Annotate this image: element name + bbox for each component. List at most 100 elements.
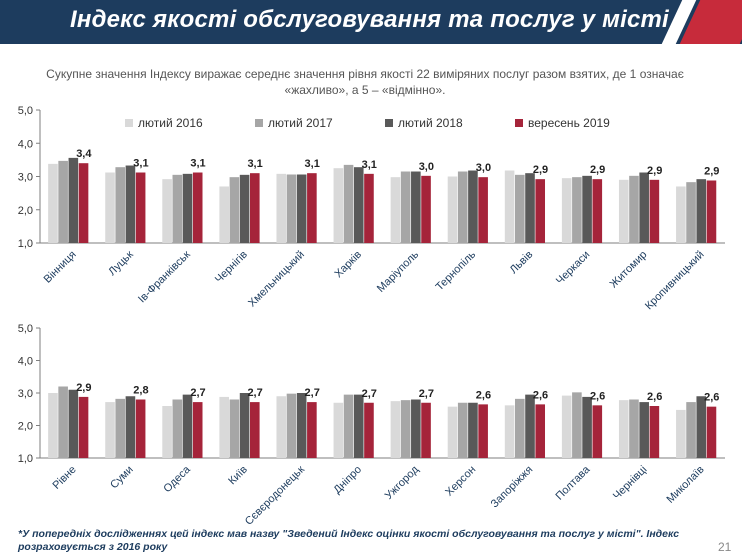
y-tick-label: 3,0: [18, 172, 33, 184]
bar-series2: [353, 394, 364, 458]
bar-series0: [504, 170, 515, 243]
bar-series2: [353, 167, 364, 243]
bar-series2: [468, 170, 478, 243]
data-label: 3,1: [362, 159, 377, 171]
bar-sep2019: [78, 163, 89, 243]
bar-series0: [48, 393, 58, 458]
category-label: Київ: [226, 464, 250, 488]
bar-sep2019: [535, 404, 546, 458]
bar-series1: [286, 393, 297, 458]
bar-series1: [58, 386, 68, 458]
bar-series2: [182, 173, 193, 243]
bar-series2: [525, 394, 535, 458]
header-banner: Індекс якості обслуговування та послуг у…: [0, 0, 742, 44]
bar-series2: [639, 402, 649, 458]
y-tick-label: 4,0: [18, 356, 33, 368]
bar-series2: [239, 174, 250, 243]
legend-label: лютий 2017: [268, 116, 333, 130]
category-label: Харків: [332, 249, 364, 281]
bar-series1: [629, 175, 639, 243]
data-label: 3,1: [190, 158, 205, 170]
bar-series0: [105, 172, 115, 243]
data-label: 3,0: [419, 161, 434, 173]
bar-series1: [400, 171, 411, 243]
bar-series2: [125, 396, 136, 458]
data-label: 2,6: [476, 389, 491, 401]
data-label: 2,9: [647, 165, 662, 177]
y-tick-label: 1,0: [18, 453, 33, 465]
category-label: Чернівці: [611, 464, 650, 503]
category-label: Житомир: [608, 249, 650, 291]
bar-series0: [105, 402, 115, 458]
category-label: Черкаси: [554, 249, 592, 287]
bar-series0: [676, 409, 686, 458]
category-label: Миколаїв: [664, 464, 706, 506]
category-label: Полтава: [553, 463, 593, 503]
bar-series1: [343, 394, 354, 458]
legend-swatch: [515, 119, 523, 127]
bar-sep2019: [706, 406, 717, 458]
category-label: Вінниця: [42, 249, 79, 286]
data-label: 3,1: [247, 158, 262, 170]
category-label: Кропивницький: [643, 249, 707, 313]
legend-swatch: [385, 119, 393, 127]
bar-sep2019: [421, 175, 431, 243]
bar-series2: [296, 393, 307, 458]
bar-series0: [219, 186, 229, 243]
bar-sep2019: [364, 173, 374, 243]
y-tick-label: 3,0: [18, 388, 33, 400]
legend-label: вересень 2019: [528, 116, 610, 130]
bar-series2: [411, 399, 421, 458]
data-label: 2,7: [247, 387, 262, 399]
category-label: Одеса: [161, 463, 193, 495]
category-label: Луцьк: [106, 249, 136, 279]
data-label: 3,1: [305, 158, 320, 170]
bar-sep2019: [649, 406, 660, 458]
bar-series1: [686, 182, 696, 243]
data-label: 2,7: [305, 387, 320, 399]
bar-sep2019: [649, 179, 660, 243]
bar-sep2019: [592, 405, 603, 458]
bar-series0: [219, 396, 229, 458]
bar-series2: [582, 396, 592, 458]
bar-sep2019: [78, 396, 89, 458]
category-label: Дніпро: [331, 464, 364, 497]
bar-series0: [676, 186, 686, 243]
category-label: Тернопіль: [434, 248, 479, 293]
bar-series2: [296, 174, 307, 243]
bar-series1: [515, 398, 525, 458]
y-tick-label: 2,0: [18, 421, 33, 433]
data-label: 3,0: [476, 162, 491, 174]
bar-series0: [276, 396, 287, 458]
bar-series2: [639, 172, 649, 243]
bar-series0: [618, 400, 629, 458]
category-label: Львів: [508, 249, 536, 277]
legend-swatch: [125, 119, 133, 127]
bar-series1: [457, 171, 468, 243]
category-label: Маріуполь: [375, 248, 421, 294]
legend-label: лютий 2018: [398, 116, 463, 130]
data-label: 2,7: [190, 387, 205, 399]
bar-series1: [58, 160, 68, 243]
bar-series1: [572, 177, 582, 243]
y-tick-label: 5,0: [18, 105, 33, 117]
category-label: Рівне: [51, 464, 79, 492]
bar-sep2019: [192, 402, 203, 458]
category-label: Ів-Франківськ: [136, 249, 193, 306]
bar-series2: [68, 157, 79, 243]
bar-series2: [68, 389, 79, 458]
bar-series2: [696, 396, 707, 458]
category-label: Ужгород: [383, 463, 422, 502]
y-tick-label: 2,0: [18, 205, 33, 217]
data-label: 2,6: [647, 391, 662, 403]
bar-series1: [229, 177, 240, 243]
bar-series1: [343, 164, 354, 243]
bar-series1: [515, 174, 525, 243]
category-label: Суми: [108, 464, 136, 492]
data-label: 2,9: [704, 165, 719, 177]
bar-series2: [582, 175, 592, 243]
bar-series1: [400, 400, 411, 458]
category-label: Чернігів: [213, 249, 250, 286]
data-label: 2,9: [590, 164, 605, 176]
bar-series1: [172, 399, 183, 458]
